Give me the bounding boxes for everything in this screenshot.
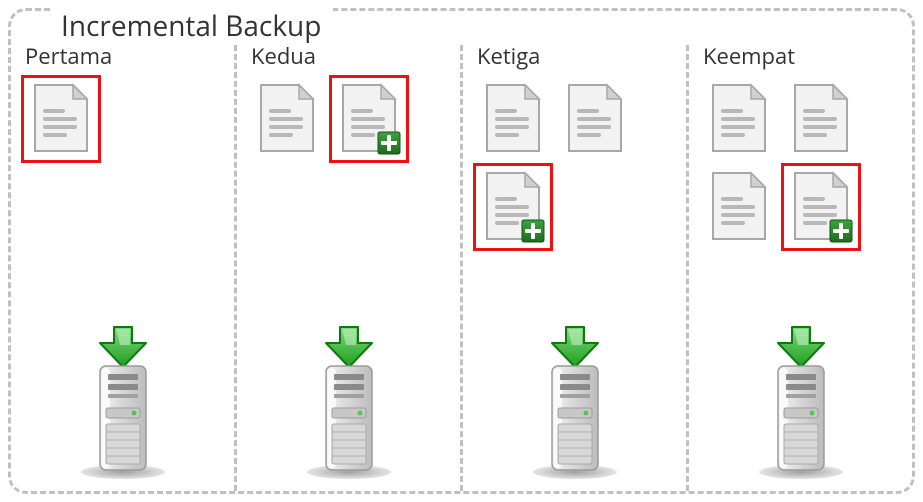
column-label: Keempat <box>703 41 898 71</box>
column-keempat: Keempat <box>686 45 912 491</box>
server-icon <box>689 360 912 485</box>
file-icon <box>785 79 857 159</box>
file-new-icon <box>333 79 405 159</box>
file-new-icon <box>785 167 857 247</box>
file-icon <box>25 79 97 159</box>
file-group <box>477 79 647 247</box>
server-icon <box>11 360 234 485</box>
column-ketiga: Ketiga <box>460 45 686 491</box>
file-icon <box>703 79 775 159</box>
column-label: Kedua <box>251 41 446 71</box>
diagram-title: Incremental Backup <box>53 7 333 45</box>
column-label: Ketiga <box>477 41 672 71</box>
file-group <box>703 79 873 247</box>
file-icon <box>477 79 549 159</box>
file-group <box>25 79 195 159</box>
columns-container: Pertama Kedua <box>11 45 912 491</box>
column-label: Pertama <box>25 41 220 71</box>
file-icon <box>251 79 323 159</box>
file-icon <box>703 167 775 247</box>
file-new-icon <box>477 167 549 247</box>
diagram-frame: Incremental Backup Pertama Kedua <box>8 8 915 494</box>
server-icon <box>237 360 460 485</box>
server-icon <box>463 360 686 485</box>
file-icon <box>559 79 631 159</box>
column-pertama: Pertama <box>11 45 234 491</box>
file-group <box>251 79 421 159</box>
column-kedua: Kedua <box>234 45 460 491</box>
